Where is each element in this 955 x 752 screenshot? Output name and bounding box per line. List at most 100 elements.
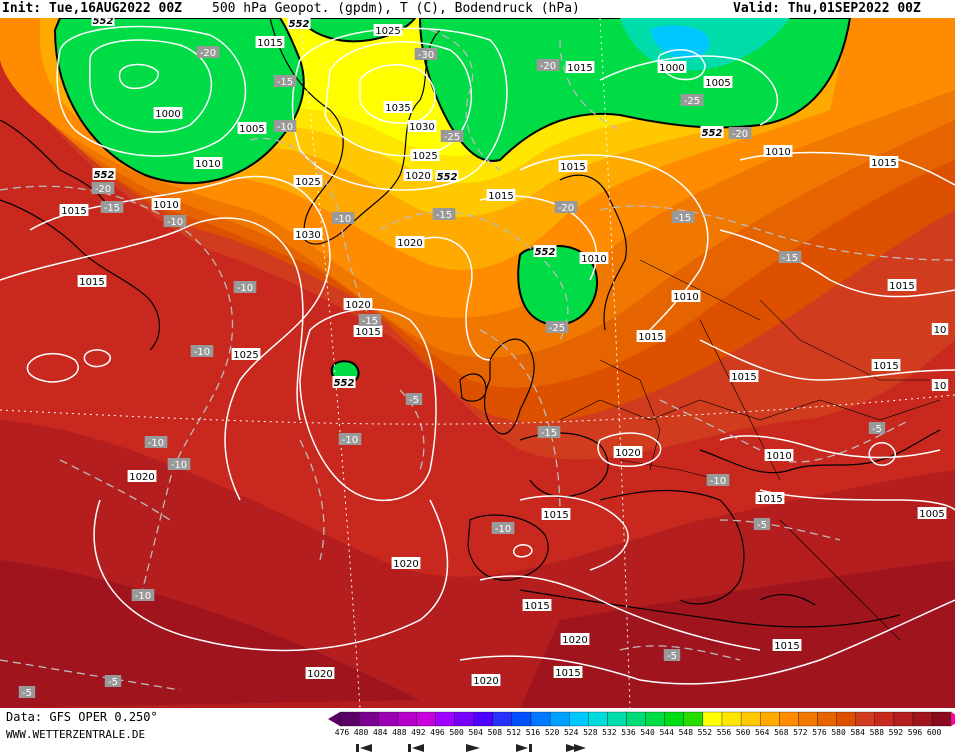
temperature-label: -25 <box>549 323 565 334</box>
last-frame-arrow-icon[interactable] <box>574 744 586 752</box>
scale-tick-label: 476 <box>335 728 350 737</box>
pressure-label: 1005 <box>919 509 944 520</box>
temperature-label-box <box>432 208 456 220</box>
next-frame-bar-icon[interactable] <box>529 744 532 752</box>
color-scale: 476 480 484 488 492 496 500 504 508 512 516 520 524 5… <box>328 711 955 737</box>
pressure-label-box <box>410 149 440 161</box>
pressure-label-box <box>373 24 403 36</box>
prev-frame-icon[interactable] <box>408 744 411 752</box>
scale-swatch <box>435 711 455 727</box>
temperature-label: -25 <box>444 132 460 143</box>
temperature-label-box <box>554 201 578 213</box>
low-greenland-548 <box>53 18 305 185</box>
pressure-label-box <box>869 156 899 168</box>
pressure-label-box <box>541 508 571 520</box>
temperature-label-box <box>405 393 423 405</box>
height-label: 552 <box>535 247 556 258</box>
scale-swatch <box>760 711 780 727</box>
pressure-label: 1015 <box>257 38 282 49</box>
scale-tick-label: 508 <box>488 728 503 737</box>
pressure-label-box <box>305 667 335 679</box>
scale-tick-label: 484 <box>373 728 388 737</box>
pressure-label-box <box>293 175 323 187</box>
last-frame-icon[interactable] <box>566 744 578 752</box>
scale-swatch <box>492 711 513 727</box>
scale-tick-label: 576 <box>812 728 827 737</box>
temperature-label: -20 <box>558 203 574 214</box>
pressure-label-box <box>59 204 89 216</box>
animation-controls[interactable] <box>356 742 596 752</box>
height-label-box <box>435 170 459 182</box>
pressure-label-box <box>755 492 785 504</box>
pressure-label: 1020 <box>129 472 154 483</box>
first-frame-icon[interactable] <box>356 744 359 752</box>
valid-time: Valid: Thu,01SEP2022 00Z <box>733 1 921 16</box>
pressure-label: 1010 <box>765 147 790 158</box>
temperature-label-box <box>91 182 115 194</box>
scale-swatch <box>893 711 914 727</box>
pressure-label: 1020 <box>615 448 640 459</box>
temperature-label: -20 <box>95 184 111 195</box>
temperature-label-box <box>100 201 124 213</box>
pressure-label-box <box>657 61 687 73</box>
prev-frame-arrow-icon[interactable] <box>412 744 424 752</box>
temperature-label: -10 <box>194 347 210 358</box>
scale-tick-label: 496 <box>430 728 445 737</box>
temperature-label: -15 <box>541 428 557 439</box>
pressure-label: 1015 <box>871 158 896 169</box>
scale-tick-label: 548 <box>679 728 694 737</box>
pressure-label: 1015 <box>524 601 549 612</box>
scale-tick-label: 572 <box>793 728 808 737</box>
scale-swatch <box>511 711 532 727</box>
pressure-label: 1025 <box>295 177 320 188</box>
temperature-label-box <box>671 211 695 223</box>
scale-swatch <box>397 711 417 727</box>
scale-min-arrow <box>328 712 340 726</box>
scale-swatch <box>569 711 589 727</box>
first-frame-arrow-icon[interactable] <box>360 744 372 752</box>
temperature-label-box <box>18 686 36 698</box>
pressure-label: 1015 <box>79 277 104 288</box>
pressure-label-box <box>560 633 590 645</box>
scale-swatch <box>798 711 818 727</box>
temperature-label-box <box>131 589 155 601</box>
pressure-label-box <box>255 36 285 48</box>
scale-swatch <box>607 711 627 727</box>
pressure-label: 1010 <box>581 254 606 265</box>
scale-tick-label: 488 <box>392 728 407 737</box>
pressure-label-box <box>579 252 609 264</box>
temperature-label: -5 <box>108 677 118 688</box>
height-label-box <box>332 376 356 388</box>
scale-swatch <box>473 711 493 727</box>
temperature-label-box <box>196 46 220 58</box>
pressure-label-box <box>343 298 373 310</box>
height-label: 552 <box>94 170 115 181</box>
temperature-label-box <box>706 474 730 486</box>
temperature-label: -5 <box>409 395 419 406</box>
pressure-label-box <box>703 76 733 88</box>
play-icon[interactable] <box>466 744 480 752</box>
scale-swatch <box>416 711 436 727</box>
pressure-label-box <box>127 470 157 482</box>
scale-swatch <box>817 711 837 727</box>
scale-tick-label: 480 <box>354 728 369 737</box>
scale-swatch <box>339 711 360 727</box>
pressure-label: 1015 <box>567 63 592 74</box>
pressure-label-box <box>931 379 949 391</box>
scale-swatch <box>874 711 895 727</box>
pressure-label-box <box>353 325 383 337</box>
scale-max-arrow <box>951 712 955 726</box>
pressure-label: 1020 <box>397 238 422 249</box>
pressure-label: 1025 <box>233 350 258 361</box>
scale-tick-label: 568 <box>774 728 789 737</box>
pressure-label: 1015 <box>757 494 782 505</box>
temperature-label: -10 <box>167 217 183 228</box>
scale-tick-label: 528 <box>583 728 598 737</box>
scale-swatch <box>664 711 684 727</box>
temperature-label: -25 <box>684 96 700 107</box>
pressure-label: 1015 <box>61 206 86 217</box>
pressure-label: 1005 <box>239 124 264 135</box>
pressure-label: 1030 <box>409 122 434 133</box>
height-label: 552 <box>93 18 114 27</box>
next-frame-icon[interactable] <box>516 744 528 752</box>
